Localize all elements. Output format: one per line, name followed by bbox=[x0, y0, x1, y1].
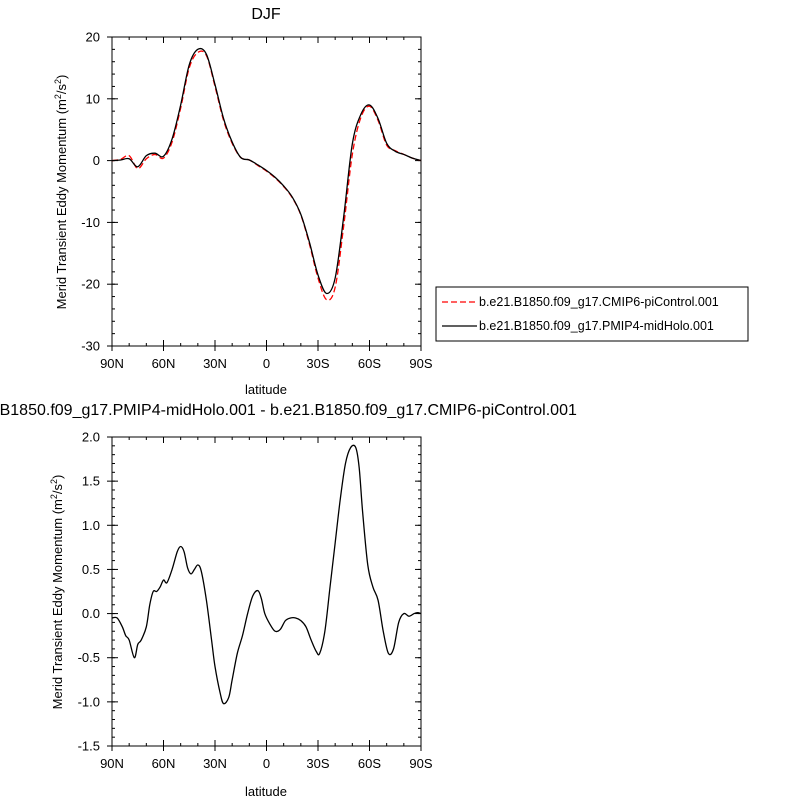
bottom-x-tick-label: 60N bbox=[152, 756, 176, 771]
top-x-tick-label: 0 bbox=[263, 356, 270, 371]
top-y-axis-label: Merid Transient Eddy Momentum (m2/s2) bbox=[53, 75, 69, 310]
top-series-line-0 bbox=[111, 50, 422, 301]
bottom-y-tick-label: 1.0 bbox=[82, 518, 100, 533]
top-y-tick-label: -30 bbox=[81, 339, 100, 354]
top-y-tick-label: -20 bbox=[81, 277, 100, 292]
bottom-y-axis-label: Merid Transient Eddy Momentum (m2/s2) bbox=[49, 475, 65, 710]
bottom-y-tick-label: 1.5 bbox=[82, 474, 100, 489]
top-x-axis-label: latitude bbox=[245, 382, 287, 397]
bottom-series-line-0 bbox=[111, 444, 422, 705]
legend-box bbox=[435, 286, 749, 342]
legend-label-midholo: b.e21.B1850.f09_g17.PMIP4-midHolo.001 bbox=[479, 319, 714, 333]
bottom-chart-title: b.e21.B1850.f09_g17.PMIP4-midHolo.001 - … bbox=[0, 402, 577, 419]
bottom-x-axis-label: latitude bbox=[245, 784, 287, 799]
top-x-tick-label: 30N bbox=[203, 356, 227, 371]
bottom-x-tick-label: 60S bbox=[358, 756, 381, 771]
top-y-tick-label: 10 bbox=[86, 91, 100, 106]
top-y-tick-label: 0 bbox=[93, 153, 100, 168]
bottom-y-tick-label: 0.0 bbox=[82, 606, 100, 621]
bottom-y-tick-label: 0.5 bbox=[82, 562, 100, 577]
legend-label-picontrol: b.e21.B1850.f09_g17.CMIP6-piControl.001 bbox=[479, 295, 719, 309]
bottom-x-tick-label: 30N bbox=[203, 756, 227, 771]
top-y-tick-label: 20 bbox=[86, 30, 100, 45]
top-series-line-1 bbox=[111, 47, 422, 295]
bottom-y-tick-label: -1.0 bbox=[78, 694, 100, 709]
bottom-y-tick-label: -0.5 bbox=[78, 650, 100, 665]
top-chart-title: DJF bbox=[251, 6, 281, 23]
top-x-tick-label: 90S bbox=[409, 356, 432, 371]
bottom-x-tick-label: 90S bbox=[409, 756, 432, 771]
bottom-x-tick-label: 0 bbox=[263, 756, 270, 771]
legend: b.e21.B1850.f09_g17.CMIP6-piControl.001 … bbox=[435, 286, 749, 342]
top-x-tick-label: 90N bbox=[100, 356, 124, 371]
top-x-tick-label: 60N bbox=[152, 356, 176, 371]
bottom-chart: b.e21.B1850.f09_g17.PMIP4-midHolo.001 - … bbox=[0, 402, 577, 799]
bottom-y-tick-label: -1.5 bbox=[78, 739, 100, 754]
top-x-tick-label: 60S bbox=[358, 356, 381, 371]
top-plot-frame bbox=[111, 36, 422, 347]
top-y-tick-label: -10 bbox=[81, 215, 100, 230]
bottom-x-tick-label: 30S bbox=[306, 756, 329, 771]
bottom-x-tick-label: 90N bbox=[100, 756, 124, 771]
bottom-y-tick-label: 2.0 bbox=[82, 430, 100, 445]
top-x-tick-label: 30S bbox=[306, 356, 329, 371]
